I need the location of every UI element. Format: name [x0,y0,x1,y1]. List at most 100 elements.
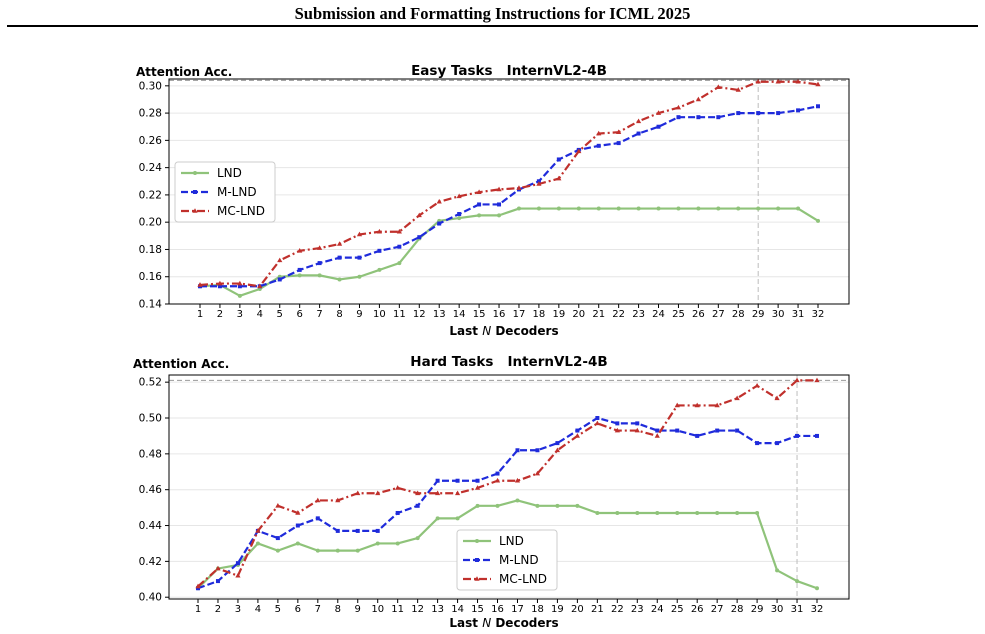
y-tick-label: 0.50 [139,413,162,425]
x-axis-label: Last N Decoders [449,324,558,338]
data-point [197,282,203,287]
data-point [235,561,240,566]
data-point [396,228,402,234]
legend-label: LND [217,166,242,180]
data-point [457,216,462,221]
data-point [774,395,780,401]
chart-title: Easy Tasks InternVL2-4B [411,63,607,79]
data-point [255,528,261,533]
data-point [436,198,442,204]
data-point [534,470,541,476]
data-point [694,402,700,408]
data-point [455,478,460,483]
data-point [655,428,660,433]
series-line-lnd [197,499,818,590]
data-point [556,157,561,162]
data-point [315,516,320,521]
chart-easy-tasks: 0.140.160.180.200.220.240.260.280.301 2 3 4… [136,63,850,338]
data-point [515,448,520,453]
data-point [794,377,800,383]
chart-hard-tasks: 0.400.420.440.460.480.500.521 2 3 4 5 6 7 8 9 10 1… [133,354,850,630]
data-point [555,503,560,508]
data-point [815,433,819,438]
data-point [815,81,821,87]
y-tick-label: 0.40 [139,592,162,604]
series-line-lnd [199,207,819,297]
data-point [575,503,580,508]
data-point [735,428,740,433]
data-point [475,503,480,508]
y-tick-label: 0.48 [139,448,162,460]
data-point [676,115,681,120]
x-tick-label: 16 [493,309,506,320]
x-tick-label: 22 [612,309,625,320]
x-tick-label: 10 [371,604,384,615]
data-point [655,110,662,115]
y-axis-label: Attention Acc. [136,65,232,79]
data-point [335,548,340,553]
legend-label: MC-LND [499,572,547,586]
x-tick-label: 3 [237,309,243,320]
x-tick-label: 18 [531,604,544,615]
data-point [217,280,223,286]
x-tick-label: 17 [511,604,524,615]
data-point [816,104,820,109]
x-tick-label: 14 [451,604,464,615]
data-point [754,382,760,388]
legend-marker [475,558,479,562]
data-point [575,428,580,433]
data-point [275,536,280,541]
data-point [776,111,781,116]
data-point [736,206,741,211]
x-tick-label: 11 [391,604,404,615]
data-point [635,510,640,515]
data-point [355,548,360,553]
data-point [336,241,343,246]
data-point [675,510,680,515]
legend-box [456,529,558,591]
data-point [716,206,721,211]
y-tick-label: 0.16 [139,271,163,283]
data-point [195,583,201,589]
y-tick-label: 0.14 [139,299,163,311]
data-point [635,421,640,426]
x-tick-label: 32 [812,309,825,320]
x-tick-label: 31 [792,309,805,320]
x-axis-label-part: Decoders [491,324,558,338]
data-point [257,283,263,289]
x-tick-label: 8 [336,309,342,320]
x-axis-label-part: Last [449,324,482,338]
x-axis-label-part: Last [449,616,482,630]
data-point [715,84,721,89]
plot-area [197,79,821,298]
data-point [695,96,701,102]
data-point [776,206,781,211]
data-point [775,568,780,573]
x-tick-label: 1 [197,309,203,320]
data-point [497,202,502,207]
data-point [417,235,422,240]
data-point [755,441,760,446]
data-point [536,206,541,211]
data-point [275,503,281,508]
x-tick-label: 11 [393,309,406,320]
x-tick-label: 24 [652,309,665,320]
data-point [395,541,400,546]
x-tick-label: 9 [355,604,361,615]
data-point [574,433,580,438]
data-point [535,448,540,453]
data-point [515,498,520,503]
data-point [815,586,819,591]
data-point [355,490,361,496]
legend-box [174,161,276,223]
legend-marker [193,171,197,175]
data-point [735,510,740,515]
data-point [615,510,620,515]
data-point [516,185,522,190]
data-point [716,115,721,120]
x-tick-label: 20 [571,604,584,615]
data-point [636,206,641,211]
x-tick-label: 9 [356,309,362,320]
data-point [295,510,301,515]
x-axis-label-part: N [482,324,491,338]
